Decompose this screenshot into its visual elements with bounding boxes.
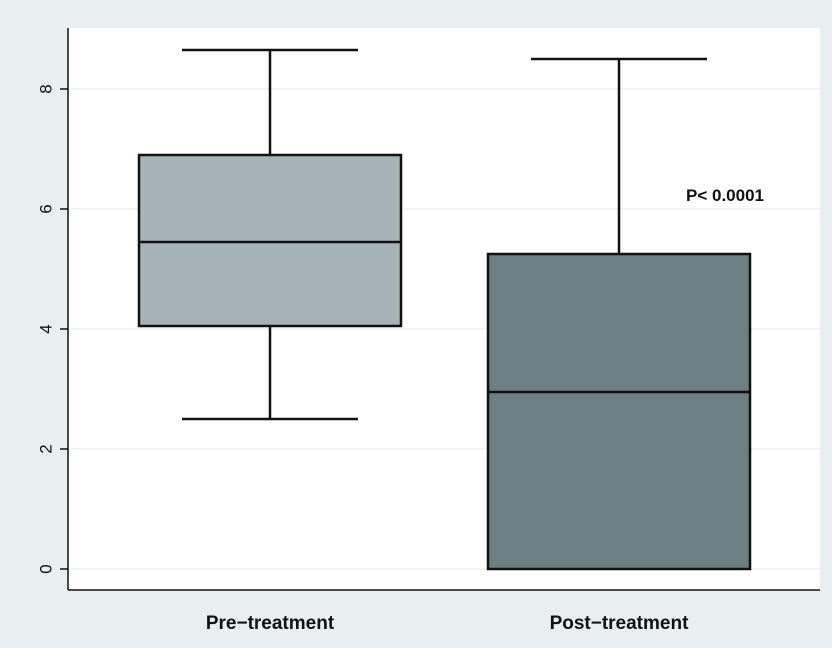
- category-label: Pre−treatment: [206, 613, 335, 634]
- boxes: [137, 48, 752, 571]
- p-value-annotation: P< 0.0001: [686, 186, 764, 205]
- y-tick-label: 8: [37, 84, 56, 93]
- y-tick-label: 2: [37, 444, 56, 453]
- box-group: [486, 57, 752, 571]
- y-tick-label: 6: [37, 204, 56, 213]
- axes: [67, 28, 820, 591]
- iqr-box: [137, 153, 403, 328]
- y-tick-label: 4: [37, 324, 56, 333]
- iqr-box: [486, 252, 752, 571]
- box-group: [137, 48, 403, 421]
- category-labels: Pre−treatment Post−treatment: [206, 613, 689, 634]
- y-tick-label: 0: [37, 564, 56, 573]
- category-label: Post−treatment: [550, 613, 690, 634]
- y-ticks: 0 2 4 6 8: [37, 84, 68, 574]
